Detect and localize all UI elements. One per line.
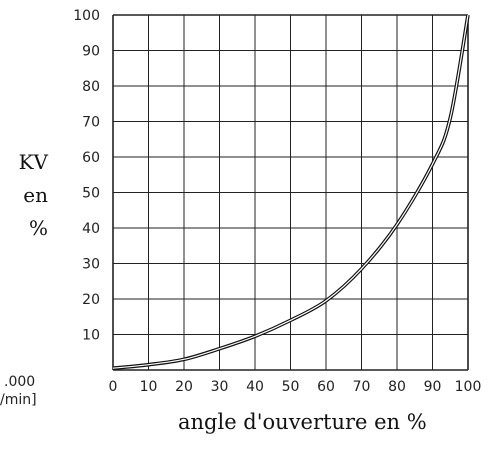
y-tick-label-90: 90 — [82, 44, 100, 60]
x-axis-label: angle d'ouverture en % — [178, 410, 427, 434]
y-axis-label-line-2: en — [23, 183, 48, 207]
x-tick-label-20: 20 — [175, 379, 193, 395]
y-axis-label-line-3: % — [28, 216, 48, 240]
x-tick-label-50: 50 — [282, 379, 300, 395]
y-tick-label-100: 100 — [73, 8, 100, 24]
y-tick-label-10: 10 — [82, 328, 100, 344]
y-tick-label-20: 20 — [82, 292, 100, 308]
x-tick-label-70: 70 — [353, 379, 371, 395]
y-tick-label-60: 60 — [82, 150, 100, 166]
y-axis-label-line-1: KV — [18, 150, 48, 174]
x-tick-label-30: 30 — [211, 379, 229, 395]
y-tick-labels: 10 20 30 40 50 60 70 80 90 100 — [73, 8, 100, 344]
y-tick-label-30: 30 — [82, 257, 100, 273]
x-tick-label-0: 0 — [109, 379, 118, 395]
x-tick-label-80: 80 — [388, 379, 406, 395]
x-tick-label-100: 100 — [455, 379, 482, 395]
x-tick-labels: 0 10 20 30 40 50 60 70 80 90 100 — [109, 379, 482, 395]
x-tick-label-90: 90 — [424, 379, 442, 395]
y-tick-label-80: 80 — [82, 79, 100, 95]
y-tick-label-70: 70 — [82, 115, 100, 131]
y-tick-label-50: 50 — [82, 186, 100, 202]
left-cut-text-2: /min] — [0, 392, 37, 408]
series-0-line-inner — [112, 14, 469, 369]
x-tick-label-10: 10 — [140, 379, 158, 395]
left-cut-text-1: .000 — [4, 374, 36, 390]
x-tick-label-60: 60 — [317, 379, 335, 395]
curve-group — [112, 14, 470, 371]
grid-lines — [112, 14, 469, 371]
y-tick-label-40: 40 — [82, 221, 100, 237]
x-tick-label-40: 40 — [246, 379, 264, 395]
